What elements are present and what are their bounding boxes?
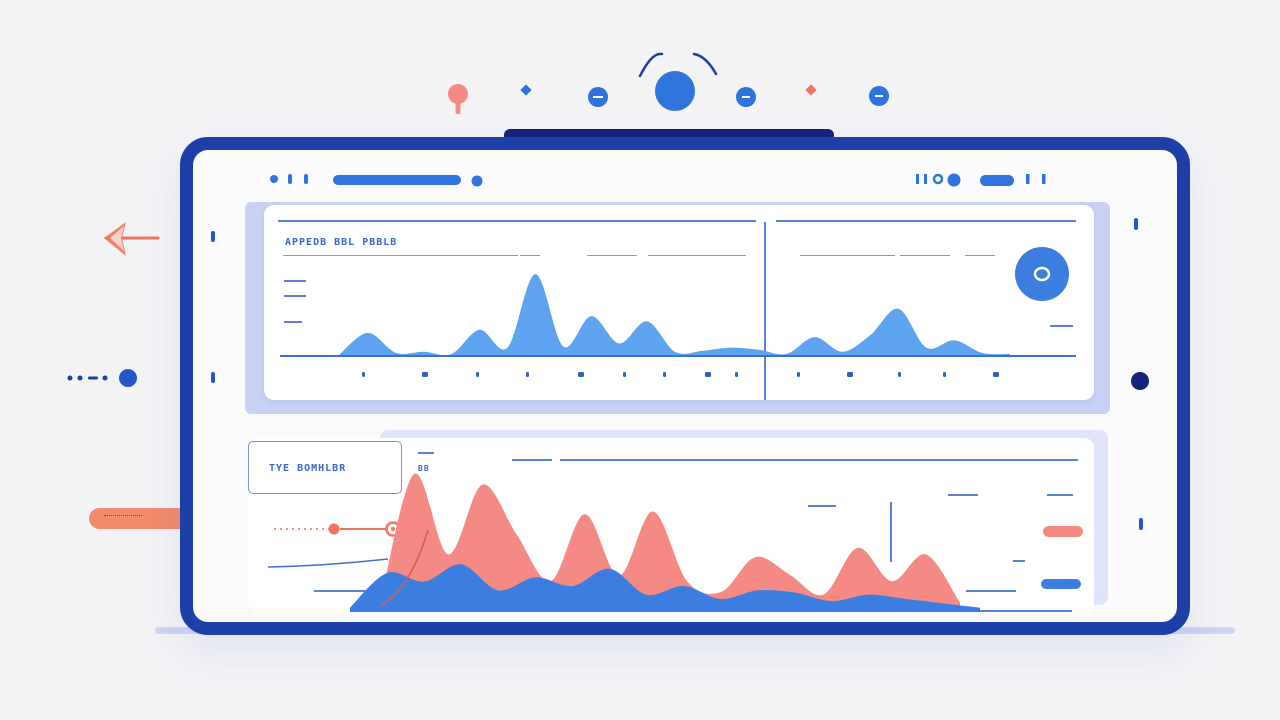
top-x-ticks (362, 372, 999, 377)
panel-rule (648, 255, 746, 256)
toggle-icon[interactable] (980, 175, 1014, 186)
x-tick (735, 372, 738, 377)
minus-circle-icon[interactable] (868, 85, 890, 107)
menu-icon[interactable] (470, 174, 484, 188)
panel-rule (900, 255, 950, 256)
x-tick (943, 372, 946, 377)
side-mark (211, 231, 215, 242)
side-mark (1134, 218, 1138, 230)
legend-title: TYE BOMHLBR (269, 463, 347, 474)
legend-swatch-coral[interactable] (1043, 526, 1083, 537)
axis-label-stub (284, 321, 302, 323)
map-pin-icon (448, 84, 468, 114)
arrow-left-icon[interactable] (100, 216, 164, 262)
x-tick (993, 372, 999, 377)
panel-rule (1047, 494, 1073, 496)
pause-icon[interactable] (1024, 172, 1052, 186)
record-button-icon[interactable] (1013, 245, 1071, 303)
x-tick (476, 372, 479, 377)
axis-label-stub (284, 280, 306, 282)
top-chart-title: APPEDB BBL PBBLB (285, 237, 398, 248)
bottom-area-chart (350, 473, 980, 612)
panel-rule (587, 255, 637, 256)
panel-rule (560, 459, 1078, 461)
diamond-icon (805, 84, 817, 96)
panel-rule (512, 459, 552, 461)
panel-rule (980, 610, 1072, 612)
x-tick (663, 372, 666, 377)
address-bar[interactable] (333, 175, 461, 185)
side-mark (1139, 518, 1143, 530)
x-tick (898, 372, 901, 377)
panel-rule (966, 590, 1016, 592)
legend-swatch-blue[interactable] (1041, 579, 1081, 589)
panel-rule (808, 505, 836, 507)
x-tick (847, 372, 853, 377)
panel-rule (948, 494, 978, 496)
top-series-area (340, 274, 1010, 356)
wifi-circle-icon[interactable] (632, 48, 722, 114)
record-icon[interactable] (946, 172, 962, 188)
top-chart-panel (264, 205, 1094, 400)
dot-connector-icon (67, 369, 137, 387)
top-area-chart (280, 274, 1076, 357)
panel-rule (520, 255, 540, 256)
cursor-line (890, 502, 892, 562)
x-tick (526, 372, 529, 377)
side-label: BB (418, 464, 430, 473)
range-slider[interactable] (270, 518, 405, 540)
panel-rule (965, 255, 995, 256)
panel-rule (314, 590, 366, 592)
panel-divider (764, 222, 766, 400)
x-tick (422, 372, 428, 377)
panel-rule (1013, 560, 1025, 562)
battery-icon (916, 173, 944, 185)
diamond-icon (520, 84, 532, 96)
x-tick (578, 372, 584, 377)
minus-circle-icon[interactable] (587, 86, 609, 108)
side-label-stub (418, 452, 434, 454)
blue-series-area (350, 564, 980, 612)
coral-edge-stroke (379, 529, 429, 607)
signal-icon (270, 174, 308, 184)
axis-label-stub (284, 295, 306, 297)
panel-rule (800, 255, 895, 256)
side-mark (211, 372, 215, 383)
legend-box (248, 441, 402, 494)
x-tick (797, 372, 800, 377)
panel-rule (1050, 325, 1073, 327)
home-button-icon[interactable] (1129, 370, 1151, 392)
panel-rule (278, 220, 756, 222)
x-tick (705, 372, 711, 377)
panel-rule (283, 255, 518, 256)
panel-rule (776, 220, 1076, 222)
x-tick (623, 372, 626, 377)
coral-series-area (380, 473, 960, 608)
slider-pill-label (104, 515, 142, 522)
minus-circle-icon[interactable] (735, 86, 757, 108)
mini-trend-line (267, 558, 389, 568)
x-tick (362, 372, 365, 377)
